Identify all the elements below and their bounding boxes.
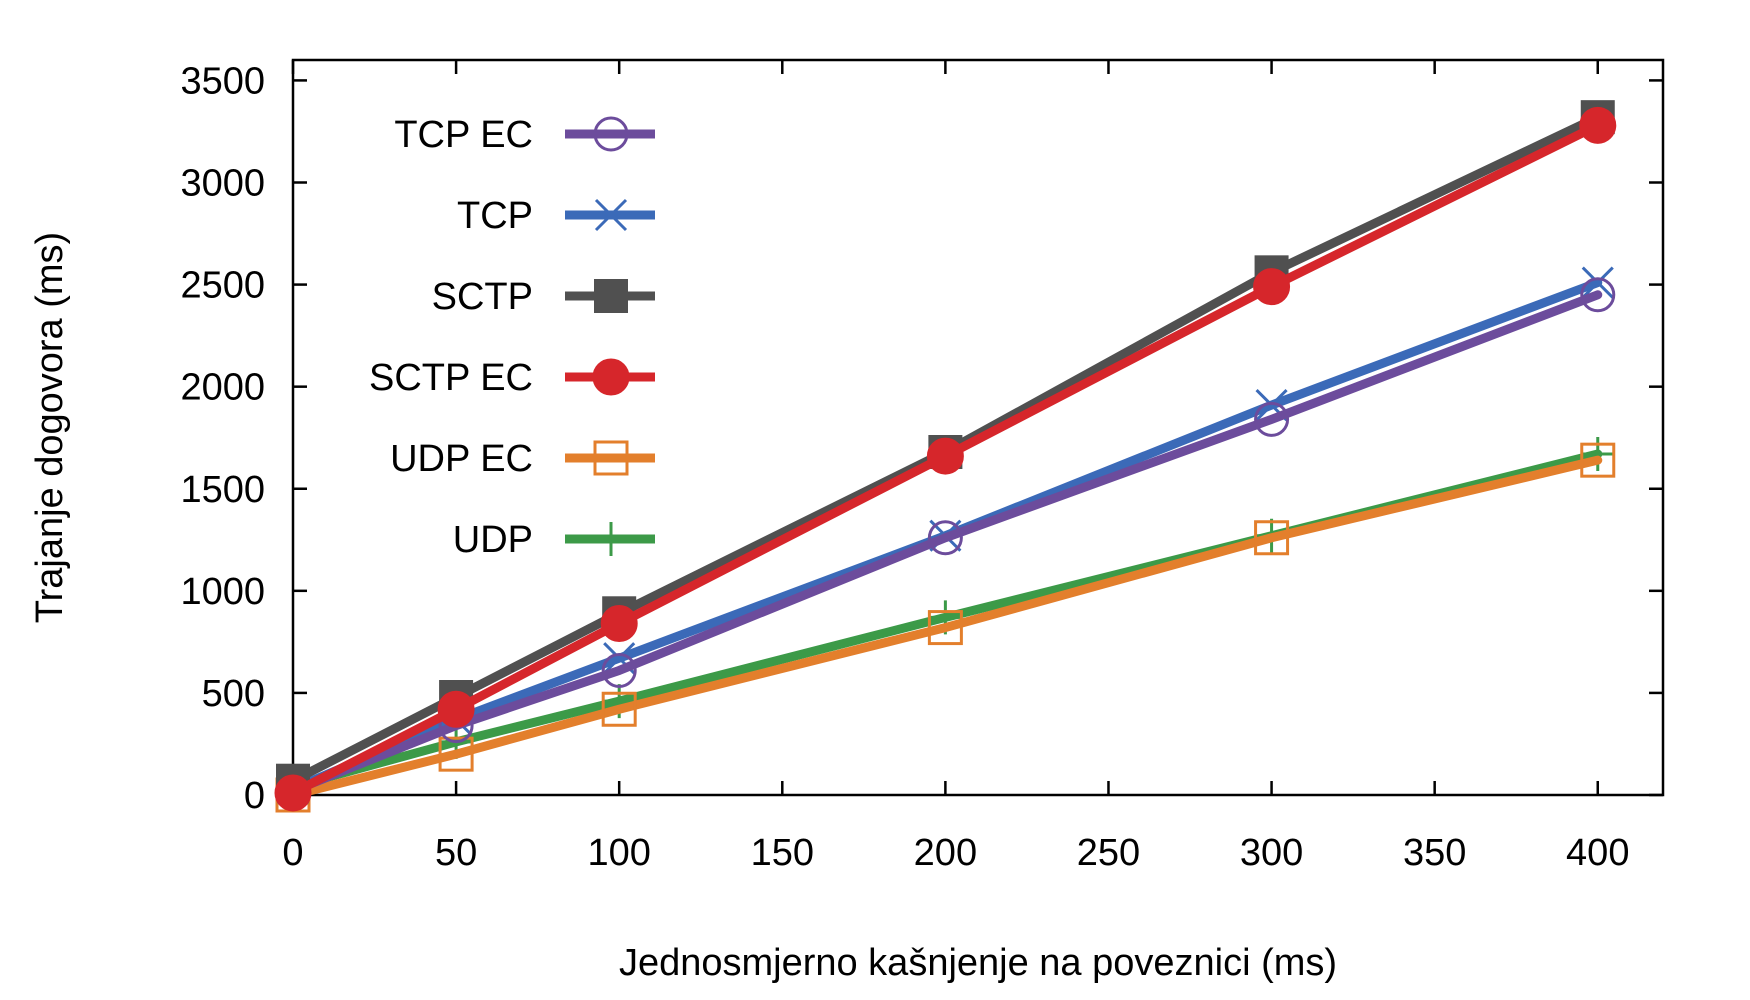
axis-ticks: 0 50 100 150 200 250 300 350 400 0 500 1000 1500 2000… [180,60,1663,874]
x-tick-label: 250 [1077,832,1140,874]
legend-marker-sctp-ec [592,358,630,396]
x-tick-label: 0 [282,832,303,874]
legend-item-tcp: TCP [457,195,655,237]
data-point-tcp-ec [1580,277,1616,313]
data-point-udp-ec [1580,442,1616,478]
legend-item-udp-ec: UDP EC [390,438,655,480]
legend-label: SCTP EC [369,357,533,399]
data-point-udp-ec [438,736,474,772]
x-tick-label: 100 [587,832,650,874]
legend-label: TCP [457,195,533,237]
legend: TCP EC TCP SCTP SCTP EC UDP EC UDP [369,114,655,561]
series-line-sctp-ec [288,120,1603,798]
data-point-udp-ec [927,610,963,646]
y-tick-label: 500 [202,673,265,715]
legend-label: TCP EC [394,114,533,156]
x-tick-label: 350 [1403,832,1466,874]
series-line-tcp-ec [288,290,1603,796]
legend-item-sctp-ec: SCTP EC [369,357,655,399]
legend-marker-udp-ec [593,440,629,476]
data-point-sctp-ec [1253,268,1291,306]
y-tick-label: 2500 [180,265,265,307]
series-line-udp-ec [288,455,1603,800]
y-axis-title: Trajanje dogovora (ms) [29,232,71,623]
y-tick-label: 1500 [180,469,265,511]
x-axis-title: Jednosmjerno kašnjenje na poveznici (ms) [619,942,1337,984]
data-point-tcp-ec [601,652,637,688]
plot-frame [291,58,1665,797]
data-point-sctp-ec [437,690,475,728]
data-point-sctp-ec [600,605,638,642]
legend-item-tcp-ec: TCP EC [394,114,655,156]
series-layer [274,100,1617,813]
x-tick-label: 300 [1240,832,1303,874]
legend-marker-tcp [594,198,628,232]
y-tick-label: 0 [244,775,265,817]
data-point-udp-ec [601,691,637,727]
legend-item-sctp: SCTP [432,276,655,318]
data-point-tcp-ec [927,520,963,556]
series-line-tcp [288,278,1603,794]
series-tcp-ec [275,277,1616,809]
x-tick-label: 150 [751,832,814,874]
legend-item-udp: UDP [453,519,655,561]
data-point-udp-ec [1254,520,1290,556]
x-tick-label: 50 [435,832,477,874]
series-sctp-ec [274,106,1617,812]
legend-label: UDP EC [390,438,533,480]
data-point-tcp [1581,266,1614,299]
data-point-sctp-ec [926,437,964,475]
y-tick-label: 3000 [180,163,265,205]
y-tick-label: 3500 [180,60,265,102]
legend-marker-udp [596,522,626,556]
series-line-sctp [288,112,1603,786]
legend-label: SCTP [432,276,533,318]
x-tick-label: 200 [914,832,977,874]
data-point-sctp-ec [1579,106,1617,144]
legend-marker-sctp [594,279,628,313]
data-point-tcp-ec [1254,401,1290,437]
data-point-sctp-ec [274,774,312,812]
x-tick-label: 400 [1566,832,1629,874]
legend-label: UDP [453,519,533,561]
legend-marker-tcp-ec [593,116,629,152]
y-tick-label: 1000 [180,571,265,613]
y-tick-label: 2000 [180,367,265,409]
